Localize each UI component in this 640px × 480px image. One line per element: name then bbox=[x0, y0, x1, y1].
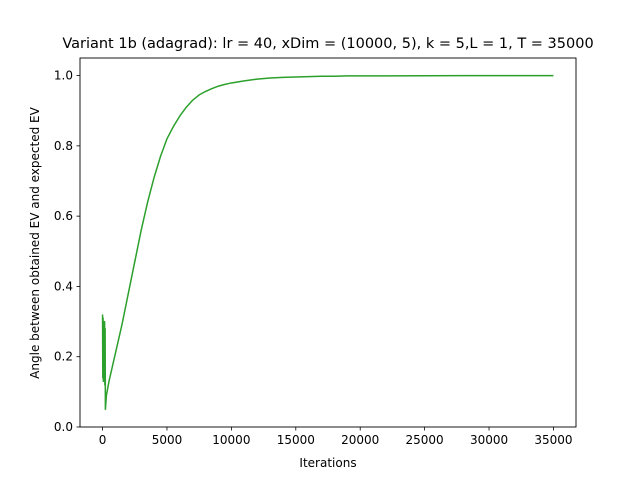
y-tick-label: 0.8 bbox=[54, 139, 73, 153]
chart-title: Variant 1b (adagrad): lr = 40, xDim = (1… bbox=[62, 36, 593, 52]
x-tick-label: 15000 bbox=[277, 433, 315, 447]
x-tick-label: 0 bbox=[99, 433, 107, 447]
series-line bbox=[101, 74, 554, 411]
x-tick-label: 25000 bbox=[406, 433, 444, 447]
y-tick-label: 0.6 bbox=[54, 209, 73, 223]
x-tick-label: 10000 bbox=[212, 433, 250, 447]
y-tick-label: 0.0 bbox=[54, 420, 73, 434]
x-axis-label: Iterations bbox=[299, 456, 356, 470]
y-axis-label: Angle between obtained EV and expected E… bbox=[28, 106, 42, 378]
x-axis-ticks: 0 5000 10000 15000 20000 25000 30000 35000 bbox=[99, 427, 573, 447]
x-tick-label: 5000 bbox=[152, 433, 183, 447]
plot-frame bbox=[79, 57, 577, 428]
y-tick-label: 0.4 bbox=[54, 279, 73, 293]
y-axis-ticks: 0.0 0.2 0.4 0.6 0.8 1.0 bbox=[54, 69, 80, 434]
x-tick-label: 30000 bbox=[470, 433, 508, 447]
x-tick-label: 20000 bbox=[341, 433, 379, 447]
x-tick-label: 35000 bbox=[534, 433, 572, 447]
y-tick-label: 1.0 bbox=[54, 69, 73, 83]
plot-area bbox=[101, 74, 554, 411]
y-tick-label: 0.2 bbox=[54, 350, 73, 364]
